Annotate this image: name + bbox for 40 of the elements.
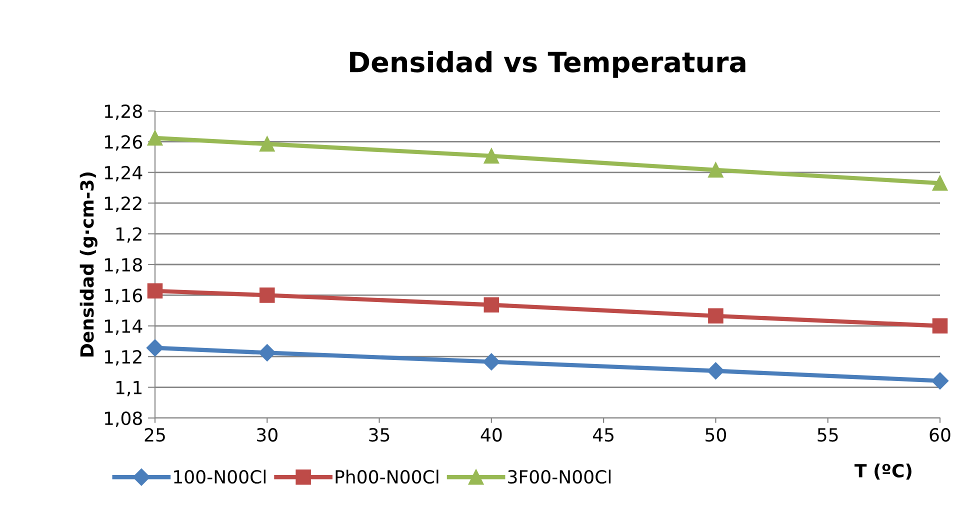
point	[484, 148, 500, 164]
y-tick-label: 1,16	[104, 288, 142, 304]
point	[482, 353, 500, 370]
y-axis-title: Densidad (g·cm-3)	[80, 172, 98, 356]
legend-label: 100-N00Cl	[174, 470, 266, 484]
x-tick-label: 60	[930, 428, 950, 442]
y-tick-label: 1,12	[104, 350, 142, 366]
y-tick-label: 1,14	[104, 320, 142, 335]
point	[708, 162, 724, 178]
x-axis-title: T (ºC)	[854, 464, 912, 480]
point	[932, 176, 948, 191]
y-tick-label: 1,26	[104, 135, 142, 151]
point	[707, 362, 724, 380]
x-tick-label: 40	[480, 428, 502, 442]
point	[708, 308, 724, 324]
y-tick-label: 1,18	[104, 258, 142, 274]
legend-label: Ph00-N00Cl	[336, 470, 438, 484]
point	[147, 130, 163, 146]
x-tick-label: 50	[706, 428, 726, 442]
point	[258, 344, 276, 362]
point	[260, 288, 275, 303]
y-tick-label: 1,2	[116, 227, 142, 243]
x-tick-label: 35	[369, 428, 390, 442]
chart-title: Densidad vs Temperatura	[350, 51, 746, 78]
x-tick-label: 25	[144, 428, 165, 442]
point	[146, 339, 164, 356]
x-tick-label: 45	[592, 428, 614, 442]
point	[932, 318, 948, 334]
point	[147, 283, 163, 299]
x-tick-label: 30	[257, 428, 278, 442]
legend-label: 3F00-N00Cl	[508, 470, 611, 484]
y-tick-label: 1,08	[104, 411, 142, 427]
point	[260, 136, 275, 152]
x-tick-label: 55	[818, 428, 838, 442]
y-tick-label: 1,1	[116, 380, 142, 396]
y-tick-label: 1,22	[104, 196, 142, 212]
point	[484, 297, 500, 313]
y-tick-label: 1,28	[104, 104, 142, 120]
y-tick-label: 1,24	[104, 166, 142, 182]
point	[931, 372, 949, 390]
